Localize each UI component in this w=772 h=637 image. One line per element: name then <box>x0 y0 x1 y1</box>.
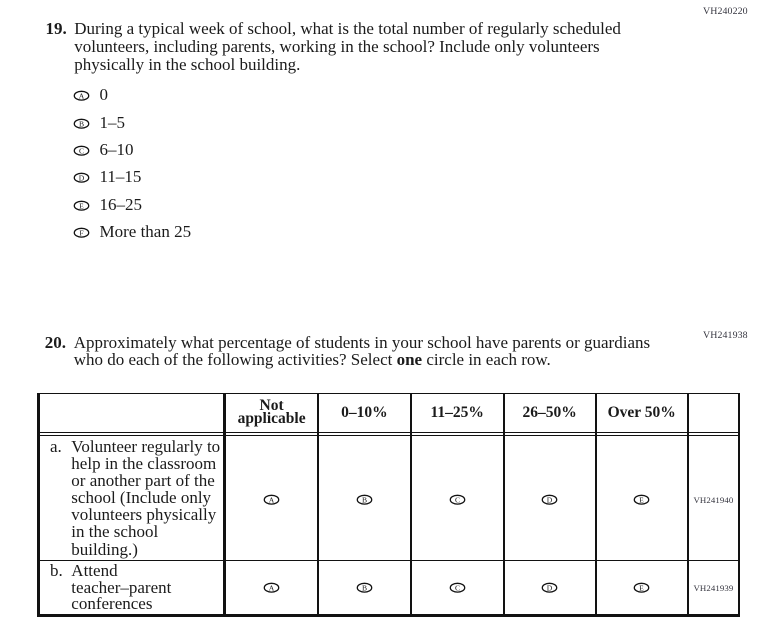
svg-text:C: C <box>455 584 460 593</box>
svg-text:A: A <box>78 92 84 101</box>
svg-text:E: E <box>639 584 644 593</box>
svg-text:F: F <box>79 228 83 237</box>
svg-text:E: E <box>639 495 644 504</box>
svg-text:C: C <box>78 146 83 155</box>
svg-text:A: A <box>269 495 275 504</box>
svg-text:D: D <box>78 174 84 183</box>
svg-text:D: D <box>547 584 553 593</box>
svg-text:D: D <box>547 495 553 504</box>
svg-text:C: C <box>455 495 460 504</box>
svg-text:B: B <box>78 119 83 128</box>
svg-text:B: B <box>362 584 367 593</box>
svg-text:B: B <box>362 495 367 504</box>
svg-text:A: A <box>269 584 275 593</box>
svg-text:E: E <box>79 201 84 210</box>
